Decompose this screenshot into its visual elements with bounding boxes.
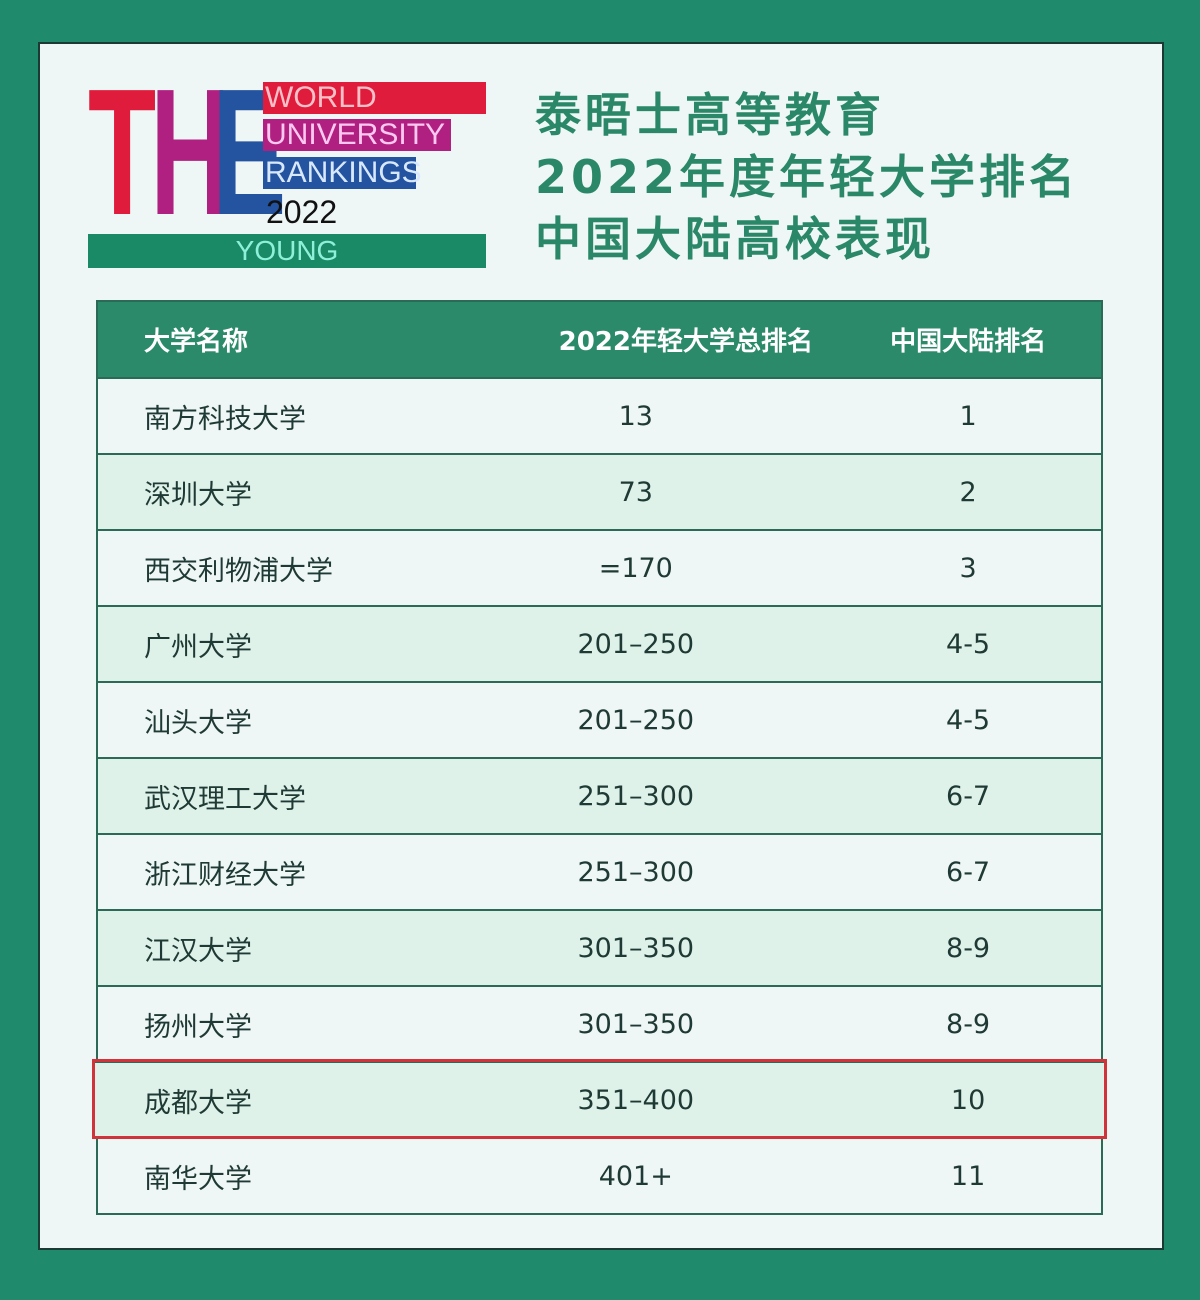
mainland-rank: 6-7 xyxy=(946,856,991,888)
table-row: 南华大学 401+ 11 xyxy=(98,1137,1101,1213)
page-title: 泰晤士高等教育 2022年度年轻大学排名 中国大陆高校表现 xyxy=(535,84,1079,270)
university-name: 南方科技大学 xyxy=(144,403,306,435)
mainland-rank: 4-5 xyxy=(946,628,991,660)
mainland-rank: 2 xyxy=(959,476,977,508)
table-row-highlighted: 成都大学 351–400 10 xyxy=(92,1059,1107,1139)
mainland-rank: 8-9 xyxy=(946,932,991,964)
university-name: 江汉大学 xyxy=(144,935,252,967)
table-row: 扬州大学 301–350 8-9 xyxy=(98,985,1101,1061)
table-row: 深圳大学 73 2 xyxy=(98,453,1101,529)
university-name: 广州大学 xyxy=(144,631,252,663)
title-line-1: 泰晤士高等教育 xyxy=(535,88,885,142)
table-row: 浙江财经大学 251–300 6-7 xyxy=(98,833,1101,909)
table-row: 江汉大学 301–350 8-9 xyxy=(98,909,1101,985)
logo-world: WORLD xyxy=(263,82,486,114)
rankings-table: 大学名称 2022年轻大学总排名 中国大陆排名 南方科技大学 13 1 深圳大学 73 2… xyxy=(92,300,1107,1215)
overall-rank: 201–250 xyxy=(577,628,695,660)
university-name: 扬州大学 xyxy=(144,1011,252,1043)
logo-year: 2022 xyxy=(266,194,338,230)
logo-letter-h: H xyxy=(150,52,231,253)
logo-rankings: RANKINGS xyxy=(263,156,422,189)
header-university: 大学名称 xyxy=(144,327,249,357)
table-row: 西交利物浦大学 =170 3 xyxy=(98,529,1101,605)
mainland-rank: 1 xyxy=(959,400,977,432)
overall-rank: 13 xyxy=(618,400,653,432)
overall-rank: =170 xyxy=(598,552,673,584)
title-line-2: 2022年度年轻大学排名 xyxy=(535,150,1080,204)
university-name: 南华大学 xyxy=(144,1163,252,1195)
header-overall-rank: 2022年轻大学总排名 xyxy=(558,327,813,357)
mainland-rank: 11 xyxy=(950,1160,986,1192)
university-name: 深圳大学 xyxy=(144,479,252,511)
overall-rank: 351–400 xyxy=(577,1084,695,1116)
mainland-rank: 8-9 xyxy=(946,1008,991,1040)
university-name: 浙江财经大学 xyxy=(144,859,306,891)
overall-rank: 401+ xyxy=(598,1160,673,1192)
header-mainland-rank: 中国大陆排名 xyxy=(890,327,1047,357)
overall-rank: 301–350 xyxy=(577,932,695,964)
logo-young: YOUNG xyxy=(88,234,486,268)
mainland-rank: 6-7 xyxy=(946,780,991,812)
logo-letter-t: T xyxy=(88,52,157,253)
table-row: 南方科技大学 13 1 xyxy=(98,377,1101,453)
table-row: 武汉理工大学 251–300 6-7 xyxy=(98,757,1101,833)
logo-university: UNIVERSITY xyxy=(263,119,451,151)
university-name: 西交利物浦大学 xyxy=(144,555,333,587)
mainland-rank: 10 xyxy=(950,1084,986,1116)
overall-rank: 301–350 xyxy=(577,1008,695,1040)
university-name: 武汉理工大学 xyxy=(144,783,306,815)
table-row: 广州大学 201–250 4-5 xyxy=(98,605,1101,681)
overall-rank: 251–300 xyxy=(577,856,695,888)
table-row: 汕头大学 201–250 4-5 xyxy=(98,681,1101,757)
mainland-rank: 3 xyxy=(959,552,977,584)
university-name: 成都大学 xyxy=(144,1087,252,1119)
university-name: 汕头大学 xyxy=(144,707,252,739)
overall-rank: 201–250 xyxy=(577,704,695,736)
mainland-rank: 4-5 xyxy=(946,704,991,736)
the-young-rankings-logo: T H E WORLD UNIVERSITY RANKINGS 2022 YOU… xyxy=(88,52,486,268)
table-header: 大学名称 2022年轻大学总排名 中国大陆排名 xyxy=(98,302,1101,377)
overall-rank: 251–300 xyxy=(577,780,695,812)
title-line-3: 中国大陆高校表现 xyxy=(535,212,935,266)
overall-rank: 73 xyxy=(618,476,653,508)
